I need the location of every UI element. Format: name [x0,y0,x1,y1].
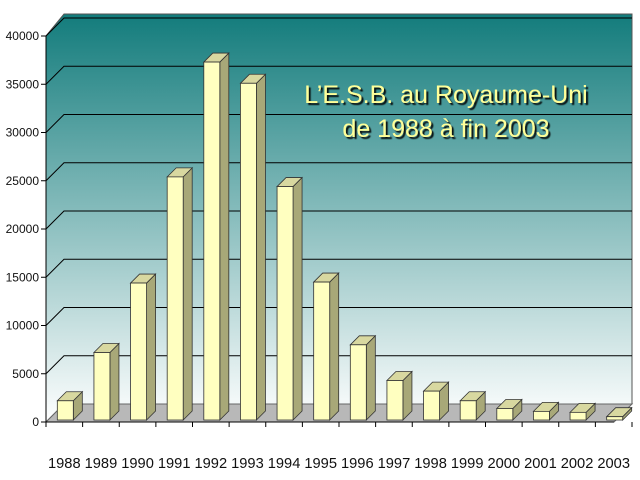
x-tick-label: 2001 [524,455,557,472]
x-tick-label: 1989 [85,455,118,472]
bar-front [606,416,624,421]
bar-side [146,273,156,421]
bar-front [130,282,147,421]
bar-front [166,176,184,421]
bar [129,273,157,421]
bar-side [182,166,193,421]
y-tick-label: 30000 [6,126,40,140]
bar-side [109,342,120,421]
y-tick-label: 0 [32,415,39,429]
bar [459,390,487,421]
bar-front [93,352,111,421]
bar-front [313,281,331,421]
bar-front [533,410,550,421]
bar [569,402,597,421]
x-tick-label: 1991 [158,455,191,472]
y-tick-label: 15000 [6,270,40,284]
x-tick-label: 2000 [488,455,521,472]
bar [202,52,230,421]
x-tick-label: 1999 [451,455,484,472]
bar-front [276,186,294,421]
bar-front [349,344,367,421]
bar-front [496,408,514,421]
x-tick-label: 1995 [304,455,337,472]
bar [385,370,413,421]
bar [422,381,450,421]
bar-side [365,334,376,421]
bar [349,334,377,421]
x-tick-label: 1997 [378,455,411,472]
gridline [45,307,632,326]
bar-front [203,61,221,421]
gridline [45,355,632,375]
bar-front [459,400,477,421]
bar-front [240,82,257,421]
y-tick-label: 5000 [12,367,39,381]
x-tick-label: 1992 [195,455,228,472]
y-tick-label: 10000 [6,319,40,333]
x-tick-label: 1998 [414,455,447,472]
bar [92,342,120,421]
gridline [45,17,632,37]
y-tick-label: 25000 [6,174,40,188]
x-tick-label: 2002 [561,455,594,472]
bar [239,73,267,421]
bar [495,398,523,421]
gridline [45,65,632,85]
bar-side [219,52,230,421]
bar-side [329,272,340,421]
y-tick-label: 40000 [6,29,40,43]
bar-front [423,390,440,421]
x-tick-label: 1988 [48,455,81,472]
bar [605,406,633,421]
bar [312,272,340,421]
bar [166,166,194,421]
gridline [45,210,632,230]
chart-title-line-2: de 1988 à fin 2003 [342,115,549,143]
chart-title-line-1: L’E.S.B. au Royaume-Uni [304,81,587,109]
bar-side [256,73,266,421]
gridline [45,114,632,133]
x-tick-label: 1990 [121,455,154,472]
x-tick-label: 1993 [231,455,264,472]
bar-front [386,380,404,421]
bar-front [56,400,74,421]
bar [276,176,304,421]
x-tick-label: 1996 [341,455,374,472]
gridline [45,162,632,182]
x-tick-label: 1994 [268,455,301,472]
y-tick-label: 20000 [6,222,40,236]
bar [532,401,560,421]
bar [56,390,84,421]
bar-front [569,411,587,421]
x-tick-label: 2003 [597,455,630,472]
gridline [45,258,632,278]
bar-side [292,176,303,421]
y-tick-label: 35000 [6,77,40,91]
